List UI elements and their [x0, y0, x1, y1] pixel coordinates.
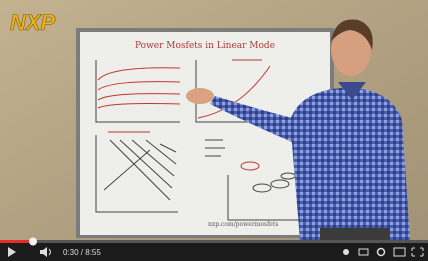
video-player: Power Mosfets in Linear Mode nxp.com/pow… [0, 0, 428, 261]
board-title: Power Mosfets in Linear Mode [135, 41, 275, 51]
logo: NXP [10, 10, 56, 35]
annotations-button[interactable] [343, 249, 349, 255]
time-display: 0:30 / 8:55 [63, 248, 101, 257]
logo-text: NXP [10, 10, 56, 35]
progress-played [0, 240, 33, 243]
board-footer: nxp.com/powermosfets [208, 221, 278, 228]
progress-track[interactable] [0, 240, 428, 243]
progress-handle[interactable] [29, 238, 37, 246]
